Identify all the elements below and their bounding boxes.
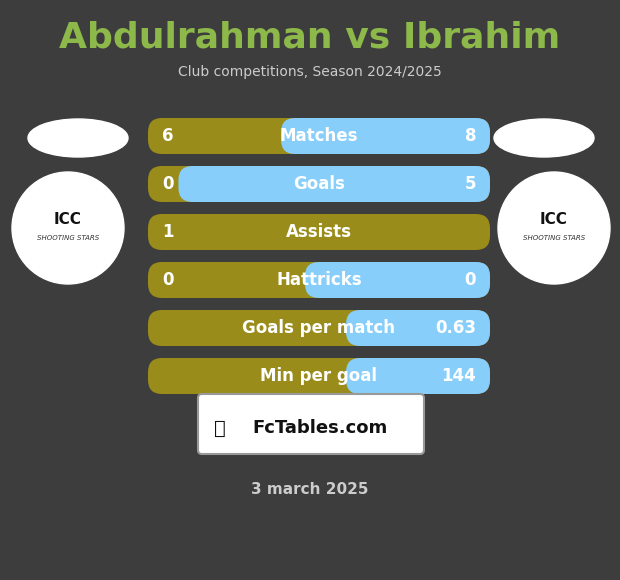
Text: 1: 1: [162, 223, 174, 241]
FancyBboxPatch shape: [148, 358, 490, 394]
Text: Assists: Assists: [286, 223, 352, 241]
Text: 📊: 📊: [214, 419, 226, 437]
Text: ICC: ICC: [54, 212, 82, 227]
Text: Min per goal: Min per goal: [260, 367, 378, 385]
Text: 0: 0: [464, 271, 476, 289]
Text: Club competitions, Season 2024/2025: Club competitions, Season 2024/2025: [178, 65, 442, 79]
FancyBboxPatch shape: [281, 118, 490, 154]
Text: Abdulrahman vs Ibrahim: Abdulrahman vs Ibrahim: [60, 21, 560, 55]
Text: 0.63: 0.63: [435, 319, 476, 337]
Ellipse shape: [28, 119, 128, 157]
FancyBboxPatch shape: [346, 310, 490, 346]
Text: 144: 144: [441, 367, 476, 385]
Text: FcTables.com: FcTables.com: [252, 419, 388, 437]
Text: SHOOTING STARS: SHOOTING STARS: [37, 235, 99, 241]
Ellipse shape: [494, 119, 594, 157]
Text: 0: 0: [162, 175, 174, 193]
Text: Matches: Matches: [280, 127, 358, 145]
Text: Hattricks: Hattricks: [276, 271, 362, 289]
Circle shape: [12, 172, 124, 284]
FancyBboxPatch shape: [198, 394, 424, 454]
Text: 6: 6: [162, 127, 174, 145]
FancyBboxPatch shape: [346, 358, 490, 394]
FancyBboxPatch shape: [179, 166, 490, 202]
Circle shape: [498, 172, 610, 284]
Text: 3 march 2025: 3 march 2025: [251, 483, 369, 498]
FancyBboxPatch shape: [148, 118, 490, 154]
Text: Goals per match: Goals per match: [242, 319, 396, 337]
Text: 0: 0: [162, 271, 174, 289]
Text: SHOOTING STARS: SHOOTING STARS: [523, 235, 585, 241]
FancyBboxPatch shape: [305, 262, 490, 298]
FancyBboxPatch shape: [148, 262, 490, 298]
Text: 8: 8: [464, 127, 476, 145]
FancyBboxPatch shape: [148, 166, 490, 202]
Text: ICC: ICC: [540, 212, 568, 227]
FancyBboxPatch shape: [148, 310, 490, 346]
Text: 5: 5: [464, 175, 476, 193]
FancyBboxPatch shape: [148, 214, 490, 250]
Text: Goals: Goals: [293, 175, 345, 193]
